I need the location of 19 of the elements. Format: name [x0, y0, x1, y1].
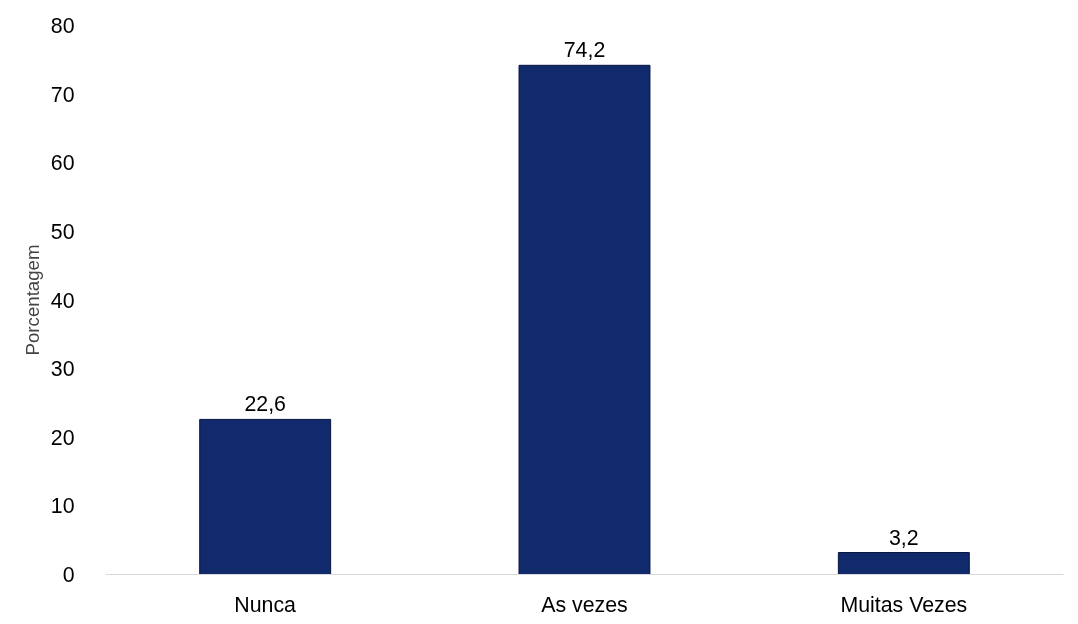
y-tick-label: 60	[50, 151, 75, 176]
x-tick-label: Muitas Vezes	[840, 592, 968, 617]
x-tick-label: As vezes	[541, 592, 628, 617]
data-label: 22,6	[244, 392, 286, 417]
y-tick-label: 20	[50, 425, 75, 450]
data-label: 74,2	[563, 38, 606, 63]
y-tick-label: 50	[50, 219, 75, 244]
data-label: 3,2	[889, 525, 919, 550]
y-tick-label: 80	[50, 14, 75, 38]
x-tick-label: Nunca	[234, 592, 297, 617]
y-tick-label: 70	[50, 82, 75, 107]
y-tick-label: 40	[50, 288, 75, 313]
y-tick-label: 30	[50, 357, 75, 382]
bar	[518, 64, 651, 575]
bar	[199, 418, 332, 575]
bar	[837, 552, 970, 575]
y-axis-title: Porcentagem	[21, 244, 43, 356]
y-tick-label: 0	[62, 563, 75, 587]
y-tick-label: 10	[50, 494, 75, 519]
